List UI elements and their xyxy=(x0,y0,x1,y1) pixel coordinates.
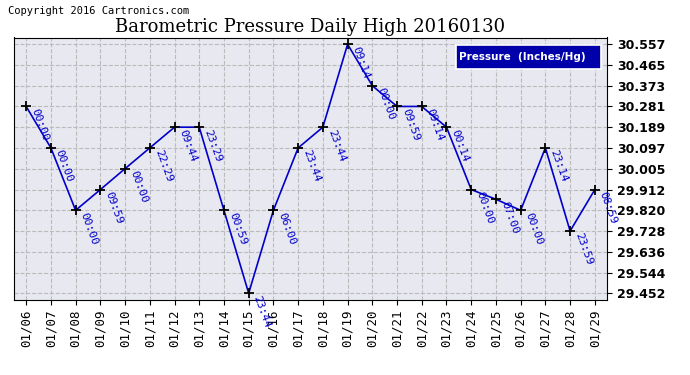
Text: 09:59: 09:59 xyxy=(104,190,124,225)
Text: 23:44: 23:44 xyxy=(326,128,347,163)
Title: Barometric Pressure Daily High 20160130: Barometric Pressure Daily High 20160130 xyxy=(115,18,506,36)
Text: 00:00: 00:00 xyxy=(474,190,495,225)
Text: 00:00: 00:00 xyxy=(54,148,75,184)
Bar xyxy=(456,45,601,69)
Text: 00:00: 00:00 xyxy=(79,211,99,246)
Text: 09:44: 09:44 xyxy=(177,128,199,163)
Text: 07:00: 07:00 xyxy=(499,200,520,235)
Text: Copyright 2016 Cartronics.com: Copyright 2016 Cartronics.com xyxy=(8,6,189,16)
Text: 00:00: 00:00 xyxy=(524,211,544,246)
Text: 23:14: 23:14 xyxy=(549,148,569,184)
Text: 00:59: 00:59 xyxy=(227,211,248,246)
Text: 23:44: 23:44 xyxy=(252,294,273,329)
Text: 23:44: 23:44 xyxy=(301,148,322,184)
Text: 06:00: 06:00 xyxy=(277,211,297,246)
Text: 09:14: 09:14 xyxy=(351,45,371,80)
Text: 09:14: 09:14 xyxy=(425,107,446,142)
Text: 00:14: 00:14 xyxy=(449,128,471,163)
Text: Pressure  (Inches/Hg): Pressure (Inches/Hg) xyxy=(459,52,586,62)
Text: 00:00: 00:00 xyxy=(29,107,50,142)
Text: 08:59: 08:59 xyxy=(598,190,619,225)
Text: 22:29: 22:29 xyxy=(152,148,174,184)
Text: 00:00: 00:00 xyxy=(128,170,149,204)
Text: 23:29: 23:29 xyxy=(202,128,223,163)
Text: 23:59: 23:59 xyxy=(573,232,594,267)
Text: 00:00: 00:00 xyxy=(375,86,396,122)
Text: 09:59: 09:59 xyxy=(400,107,421,142)
